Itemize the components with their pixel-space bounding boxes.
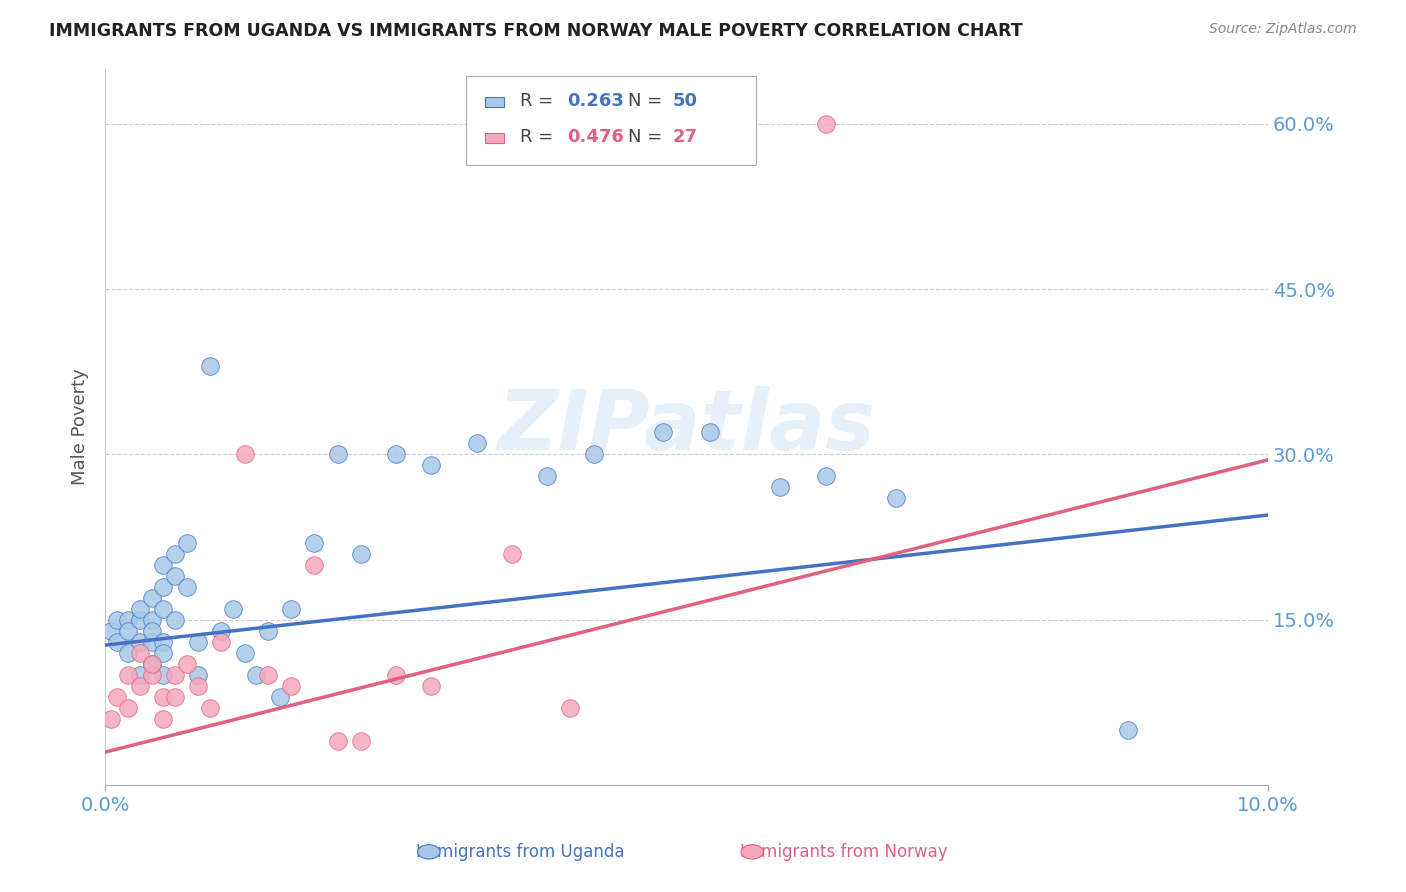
Point [304,535,326,549]
Point [1118,723,1140,737]
Point [419,458,441,473]
Point [141,657,163,671]
Point [536,469,558,483]
Point [198,701,221,715]
Point [152,558,174,572]
Point [187,679,209,693]
Point [699,425,721,440]
FancyBboxPatch shape [485,133,503,143]
Point [141,657,163,671]
Point [350,734,373,748]
Text: 0.476: 0.476 [567,128,624,146]
Text: ZIPatlas: ZIPatlas [498,386,876,467]
Point [141,668,163,682]
Point [233,447,256,461]
Point [187,635,209,649]
Point [176,535,198,549]
Point [105,690,128,704]
Point [129,646,152,660]
Point [129,601,152,615]
Point [163,690,186,704]
Point [176,580,198,594]
Point [152,668,174,682]
FancyBboxPatch shape [465,76,756,165]
Point [117,613,139,627]
Point [176,657,198,671]
Point [257,668,280,682]
Point [117,646,139,660]
Point [385,447,408,461]
Point [560,701,582,715]
Point [269,690,291,704]
Point [385,668,408,682]
Point [884,491,907,506]
Point [100,624,122,638]
Point [768,480,790,494]
Point [350,547,373,561]
Point [117,624,139,638]
Text: R =: R = [520,93,560,111]
Text: 27: 27 [672,128,697,146]
Point [652,425,675,440]
Point [280,679,302,693]
Point [163,547,186,561]
Point [163,613,186,627]
Point [198,359,221,374]
Point [129,613,152,627]
Point [152,646,174,660]
Text: 50: 50 [672,93,697,111]
Point [257,624,280,638]
Point [280,601,302,615]
Point [211,635,233,649]
Point [233,646,256,660]
Point [100,712,122,726]
Point [187,668,209,682]
Point [815,117,838,131]
Text: Immigrants from Uganda: Immigrants from Uganda [416,843,624,861]
Point [163,568,186,582]
Text: R =: R = [520,128,560,146]
Point [129,679,152,693]
Point [141,635,163,649]
Point [222,601,245,615]
Point [211,624,233,638]
Point [117,701,139,715]
Point [129,635,152,649]
Point [152,601,174,615]
Point [141,591,163,605]
Text: N =: N = [628,128,668,146]
Point [419,679,441,693]
Point [105,635,128,649]
Point [304,558,326,572]
Y-axis label: Male Poverty: Male Poverty [72,368,89,485]
Text: Immigrants from Norway: Immigrants from Norway [740,843,948,861]
Point [152,690,174,704]
Point [117,668,139,682]
Text: Source: ZipAtlas.com: Source: ZipAtlas.com [1209,22,1357,37]
Point [326,734,349,748]
Text: 0.263: 0.263 [567,93,624,111]
Point [152,580,174,594]
Point [105,613,128,627]
Point [465,436,488,450]
Point [129,668,152,682]
Point [152,712,174,726]
Point [815,469,838,483]
Text: IMMIGRANTS FROM UGANDA VS IMMIGRANTS FROM NORWAY MALE POVERTY CORRELATION CHART: IMMIGRANTS FROM UGANDA VS IMMIGRANTS FRO… [49,22,1022,40]
Point [163,668,186,682]
Point [501,547,523,561]
Point [326,447,349,461]
Point [245,668,267,682]
Point [141,613,163,627]
Text: N =: N = [628,93,668,111]
Point [141,624,163,638]
FancyBboxPatch shape [485,97,503,107]
Point [152,635,174,649]
Point [582,447,605,461]
